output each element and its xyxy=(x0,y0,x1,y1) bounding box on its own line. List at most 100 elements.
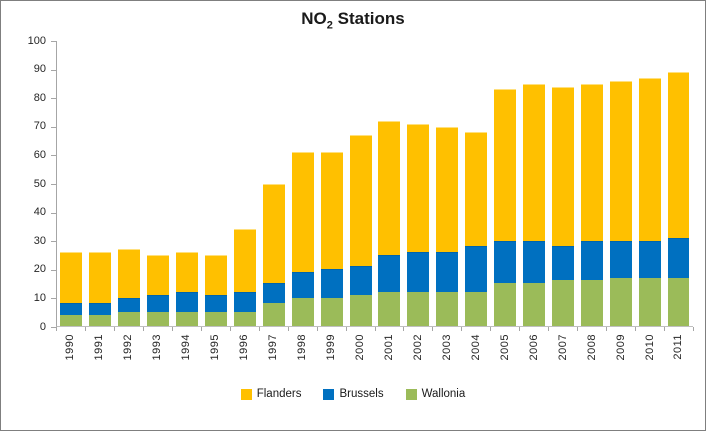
bar-slot-1998 xyxy=(288,41,317,326)
bar-1996 xyxy=(233,41,256,326)
legend-swatch-flanders xyxy=(240,388,252,400)
segment-brussels-1999 xyxy=(320,269,343,298)
x-label-slot-2011: 2011 xyxy=(664,334,693,370)
legend: Flanders Brussels Wallonia xyxy=(1,388,705,400)
bar-2010 xyxy=(638,41,661,326)
bar-1994 xyxy=(176,41,199,326)
y-tick-label-50: 50 xyxy=(33,177,46,190)
segment-flanders-1997 xyxy=(262,183,285,284)
segment-wallonia-2008 xyxy=(580,280,603,326)
segment-flanders-2000 xyxy=(349,135,372,267)
bar-1992 xyxy=(118,41,141,326)
y-tick-mark-80 xyxy=(51,98,56,100)
segment-wallonia-2007 xyxy=(551,280,574,326)
x-tick-mark-9 xyxy=(316,327,318,331)
bar-2007 xyxy=(551,41,574,326)
segment-wallonia-1996 xyxy=(233,311,256,326)
y-tick-mark-20 xyxy=(51,269,56,271)
x-label-slot-2008: 2008 xyxy=(577,334,606,370)
x-label-slot-2010: 2010 xyxy=(635,334,664,370)
x-tick-mark-19 xyxy=(606,327,608,331)
bar-2011 xyxy=(667,41,690,326)
segment-brussels-2004 xyxy=(465,246,488,292)
x-tick-mark-10 xyxy=(345,327,347,331)
segment-brussels-1990 xyxy=(60,303,83,315)
x-label-slot-2006: 2006 xyxy=(519,334,548,370)
x-label-slot-2005: 2005 xyxy=(490,334,519,370)
segment-wallonia-2005 xyxy=(494,283,517,326)
legend-item-brussels: Brussels xyxy=(323,388,384,400)
x-label-slot-1993: 1993 xyxy=(143,334,172,370)
segment-wallonia-1990 xyxy=(60,314,83,326)
bar-1991 xyxy=(89,41,112,326)
segment-wallonia-1993 xyxy=(147,311,170,326)
x-tick-label-2008: 2008 xyxy=(585,334,598,361)
segment-brussels-2002 xyxy=(407,251,430,292)
x-tick-mark-1 xyxy=(84,327,86,331)
x-tick-label-1993: 1993 xyxy=(151,334,164,361)
bar-1999 xyxy=(320,41,343,326)
segment-brussels-1995 xyxy=(205,294,227,312)
segment-brussels-2000 xyxy=(349,266,372,295)
segment-brussels-2006 xyxy=(522,240,545,284)
y-tick-label-80: 80 xyxy=(33,91,46,104)
segment-wallonia-1991 xyxy=(89,314,112,326)
x-tick-label-1995: 1995 xyxy=(209,334,222,361)
x-tick-label-1991: 1991 xyxy=(93,334,106,361)
segment-flanders-1991 xyxy=(89,251,112,304)
bar-slot-2001 xyxy=(375,41,404,326)
x-tick-mark-22 xyxy=(693,327,694,331)
x-axis-labels: 1990 1991 1992 1993 1994 1995 1996 1997 1998 1999… xyxy=(56,334,693,370)
legend-item-flanders: Flanders xyxy=(240,388,301,400)
segment-flanders-1995 xyxy=(205,254,227,295)
chart-title: NO2 Stations xyxy=(1,9,705,31)
segment-wallonia-2000 xyxy=(349,294,372,326)
x-tick-label-2004: 2004 xyxy=(469,334,482,361)
segment-brussels-1993 xyxy=(147,294,170,312)
segment-flanders-1996 xyxy=(233,229,256,292)
legend-swatch-brussels xyxy=(323,388,335,400)
segment-wallonia-1997 xyxy=(262,303,285,326)
x-label-slot-2002: 2002 xyxy=(403,334,432,370)
y-tick-label-70: 70 xyxy=(33,120,46,133)
x-label-slot-1991: 1991 xyxy=(85,334,114,370)
bar-2008 xyxy=(580,41,603,326)
segment-brussels-2010 xyxy=(638,240,661,278)
y-tick-mark-60 xyxy=(51,155,56,157)
x-tick-mark-20 xyxy=(635,327,637,331)
y-tick-mark-100 xyxy=(51,41,56,42)
segment-flanders-2001 xyxy=(378,120,401,255)
bar-2009 xyxy=(609,41,632,326)
segment-brussels-2011 xyxy=(667,237,690,278)
bar-slot-2000 xyxy=(346,41,375,326)
bar-1998 xyxy=(291,41,314,326)
x-tick-mark-17 xyxy=(548,327,550,331)
segment-flanders-1998 xyxy=(291,152,314,272)
x-label-slot-2004: 2004 xyxy=(461,334,490,370)
y-tick-label-60: 60 xyxy=(33,148,46,161)
y-tick-label-90: 90 xyxy=(33,63,46,76)
x-label-slot-2000: 2000 xyxy=(346,334,375,370)
segment-wallonia-1998 xyxy=(291,297,314,326)
y-tick-mark-0 xyxy=(51,327,56,328)
x-tick-mark-15 xyxy=(490,327,492,331)
segment-wallonia-1999 xyxy=(320,297,343,326)
x-label-slot-2009: 2009 xyxy=(606,334,635,370)
bar-slot-1996 xyxy=(230,41,259,326)
x-label-slot-1997: 1997 xyxy=(259,334,288,370)
bar-slot-2003 xyxy=(433,41,462,326)
bar-slot-2004 xyxy=(462,41,491,326)
x-label-slot-1998: 1998 xyxy=(288,334,317,370)
x-label-slot-2007: 2007 xyxy=(548,334,577,370)
segment-flanders-1994 xyxy=(176,251,199,292)
y-tick-label-0: 0 xyxy=(39,320,46,333)
x-tick-mark-8 xyxy=(287,327,289,331)
title-suffix: Stations xyxy=(332,9,405,28)
segment-flanders-2011 xyxy=(667,72,690,238)
x-tick-mark-7 xyxy=(258,327,260,331)
x-tick-label-2005: 2005 xyxy=(498,334,511,361)
x-tick-label-2007: 2007 xyxy=(556,334,569,361)
legend-swatch-wallonia xyxy=(405,388,417,400)
bar-slot-2007 xyxy=(548,41,577,326)
segment-brussels-1994 xyxy=(176,291,199,312)
